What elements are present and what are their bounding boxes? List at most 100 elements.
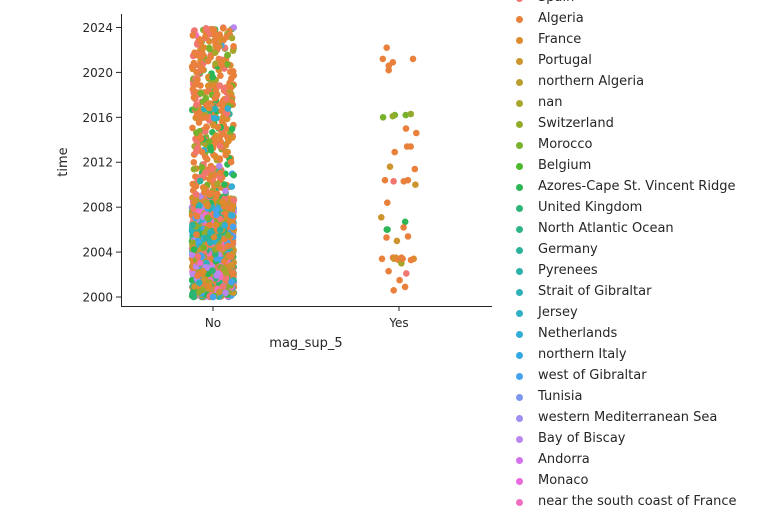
strip-plot: 2000 2004 2008 2012 2016 2020 2024 No Yes mag_s…	[56, 14, 492, 351]
no-point	[194, 76, 201, 84]
legend-item: nan	[497, 93, 762, 114]
no-point	[221, 222, 228, 229]
legend-marker-icon	[516, 142, 523, 149]
no-point	[195, 119, 203, 126]
legend-marker-icon	[516, 16, 523, 23]
no-point	[228, 34, 236, 42]
legend-marker-icon	[516, 352, 523, 359]
yes-point	[378, 255, 386, 263]
no-point	[227, 84, 234, 91]
yes-point	[402, 125, 410, 132]
y-tick-label: 2012	[82, 156, 113, 170]
legend-item: Spain	[497, 0, 762, 9]
yes-category-points	[378, 44, 420, 294]
no-point	[217, 72, 224, 79]
legend-label: United Kingdom	[538, 200, 643, 215]
yes-point	[393, 237, 401, 245]
legend-marker-icon	[516, 37, 523, 44]
legend-label: Pyrenees	[538, 263, 598, 278]
yes-point	[383, 44, 391, 51]
no-point	[190, 94, 198, 101]
legend-marker-icon	[516, 79, 523, 86]
no-point	[189, 124, 196, 132]
x-axis-ticks: No Yes	[205, 306, 409, 330]
legend-item: Switzerland	[497, 114, 762, 135]
no-point	[214, 180, 221, 188]
no-point	[194, 253, 202, 260]
legend-item: west of Gibraltar	[497, 366, 762, 387]
no-point	[221, 210, 229, 218]
no-point	[196, 177, 204, 185]
no-point	[190, 159, 198, 166]
legend-label: northern Italy	[538, 347, 627, 362]
yes-point	[383, 226, 391, 233]
y-axis-label: time	[56, 147, 71, 176]
no-point	[189, 290, 196, 297]
no-point	[227, 158, 235, 166]
yes-point	[403, 270, 410, 277]
y-tick-label: 2008	[82, 201, 113, 215]
no-point	[195, 288, 203, 296]
yes-point	[402, 111, 410, 119]
no-point	[217, 36, 224, 44]
legend-item: northern Algeria	[497, 72, 762, 93]
no-point	[211, 30, 218, 38]
x-tick-label: No	[205, 316, 221, 330]
no-point	[229, 223, 237, 231]
legend-marker-icon	[516, 289, 523, 296]
yes-point	[383, 234, 390, 241]
no-point	[221, 258, 228, 265]
y-tick-label: 2024	[82, 21, 113, 35]
no-point	[212, 60, 219, 67]
legend-label: nan	[538, 95, 563, 110]
no-point	[222, 274, 230, 282]
no-point	[214, 190, 221, 198]
legend-item: Jersey	[497, 303, 762, 324]
yes-point	[400, 178, 408, 185]
no-point	[205, 138, 213, 145]
legend-marker-icon	[516, 0, 523, 2]
yes-point	[384, 199, 391, 206]
y-tick-label: 2016	[82, 111, 113, 125]
no-point	[222, 269, 230, 277]
no-point	[192, 88, 199, 96]
no-point	[204, 82, 212, 90]
no-point	[192, 191, 200, 198]
yes-point	[385, 267, 392, 275]
no-point	[219, 283, 227, 290]
no-point	[221, 181, 228, 188]
no-point	[200, 44, 208, 51]
no-point	[203, 202, 211, 209]
no-point	[216, 82, 223, 89]
yes-point	[407, 256, 415, 264]
no-point	[193, 111, 201, 118]
no-point	[194, 237, 202, 245]
legend-item: Tunisia	[497, 387, 762, 408]
yes-point	[379, 114, 387, 121]
y-axis-ticks: 2000 2004 2008 2012 2016 2020 2024	[82, 21, 121, 305]
yes-point	[396, 276, 403, 284]
no-point	[194, 272, 201, 280]
legend-item: France	[497, 30, 762, 51]
no-point	[207, 239, 214, 246]
legend-marker-icon	[516, 205, 523, 212]
legend-item: Morocco	[497, 135, 762, 156]
no-point	[228, 125, 236, 133]
no-point	[209, 267, 216, 274]
legend-marker-icon	[516, 100, 523, 107]
legend-marker-icon	[516, 394, 523, 401]
legend-item: Germany	[497, 240, 762, 261]
no-point	[228, 278, 235, 286]
yes-point	[404, 233, 412, 240]
legend-marker-icon	[516, 268, 523, 275]
no-point	[189, 221, 196, 229]
legend-label: Belgium	[538, 158, 592, 173]
legend-item: northern Italy	[497, 345, 762, 366]
legend-item: Netherlands	[497, 324, 762, 345]
yes-point	[407, 110, 415, 118]
legend-label: Spain	[538, 0, 574, 5]
legend-label: France	[538, 32, 582, 47]
y-tick-label: 2004	[82, 246, 113, 260]
no-point	[194, 144, 201, 152]
no-point	[191, 283, 198, 290]
